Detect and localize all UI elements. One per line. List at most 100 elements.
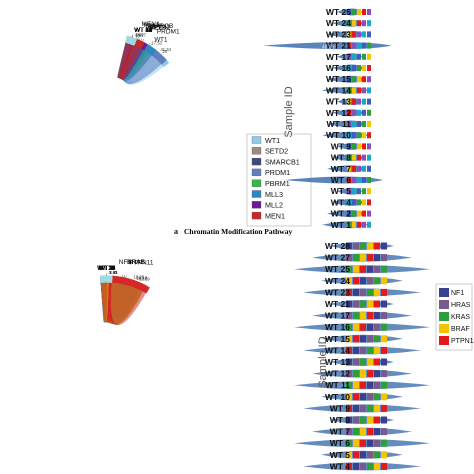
top-ridge-cell [362, 98, 366, 105]
bottom-ridge-cell [360, 428, 366, 436]
top-ridge-cell [352, 87, 356, 94]
bottom-ridge-cell [381, 312, 387, 320]
top-legend-label: PRDM1 [265, 168, 290, 177]
bottom-ridge-cell [346, 370, 352, 378]
bottom-ridge-cell [374, 381, 380, 389]
bottom-legend-swatch [439, 312, 449, 321]
top-ridge-cell [352, 177, 356, 183]
top-ridge-cell [347, 199, 351, 206]
top-ridge-cell [352, 199, 356, 206]
top-ridge-cell [367, 154, 371, 161]
bottom-ridge-cell [346, 439, 352, 447]
top-chord-segment-label: WT 13 [134, 27, 153, 34]
bottom-ridge-cell [360, 393, 366, 401]
top-ridge-row-label: WT 17 [326, 52, 351, 62]
bottom-ridge-row-label: WT 11 [325, 380, 350, 390]
top-ridge-cell [357, 210, 361, 217]
bottom-chord-segment-label: NF1 [119, 259, 132, 266]
bottom-chord-segment-label: WT 17 [97, 265, 116, 272]
bottom-ridge-cell [367, 439, 373, 447]
top-ridge-row-label: WT 2 [331, 209, 352, 219]
top-legend-label: SMARCB1 [265, 157, 300, 166]
top-chord-segment-label: WT 4 [134, 27, 149, 34]
bottom-ridge-cell [360, 346, 366, 354]
top-ridge-cell [357, 53, 361, 60]
top-legend-swatch [251, 201, 262, 209]
top-legend-label: MEN1 [265, 211, 285, 220]
top-chord-segment-label: MEN1 [142, 21, 160, 28]
bottom-ridge-cell [374, 462, 380, 470]
bottom-legend-label: BRAF [451, 326, 470, 333]
bottom-ridge-cell [353, 381, 359, 389]
bottom-ridge-cell [381, 277, 387, 285]
bottom-ridge-cell [367, 381, 373, 389]
top-ridge-row-label: WT 7 [331, 164, 352, 174]
top-ridge-cell [367, 20, 371, 27]
bottom-ridge-row-label: WT 16 [325, 322, 350, 332]
bottom-legend-label: KRAS [451, 314, 470, 321]
bottom-ridge-cell [374, 393, 380, 401]
bottom-ridge-row-label: WT 23 [325, 287, 350, 297]
top-ridge-cell [352, 9, 356, 15]
bottom-ridge-cell [353, 428, 359, 436]
bottom-ridge-cell [360, 312, 366, 320]
bottom-ridge-cell [381, 451, 387, 459]
bottom-ridge-cell [367, 393, 373, 401]
top-ridge-cell [352, 109, 356, 116]
top-ridge-cell [362, 121, 366, 127]
bottom-chord-segment-label: PTPN11 [129, 260, 153, 267]
top-chord-segment-label: WT 9 [134, 27, 149, 34]
bottom-ridge-cell [367, 277, 373, 285]
top-ridge-cell [347, 42, 351, 49]
bottom-chord-segment-label: WT 5 [99, 265, 114, 272]
bottom-ridge-cell [346, 381, 352, 389]
top-chord-segment-label: WT 17 [134, 27, 153, 34]
bottom-ridge-cell [346, 451, 352, 459]
bottom-ridge-row-label: WT 15 [325, 334, 350, 344]
top-chord-segment-label: WT 8 [134, 27, 149, 34]
top-ridge-cell [362, 42, 366, 49]
bottom-ridge-cell [360, 277, 366, 285]
bottom-ridge-row-label: WT 10 [325, 392, 350, 402]
bottom-chord-segment-label: WT 24 [97, 265, 116, 272]
top-chord-segment-label: WT 16 [134, 27, 153, 34]
top-ridge-cell [347, 143, 351, 150]
bottom-ridge-row-label: WT 21 [325, 299, 350, 309]
top-chord-link [121, 44, 138, 80]
top-legend-label: MLL3 [265, 190, 283, 199]
bottom-legend-label: PTPN11 [451, 338, 474, 345]
bottom-ridge-cell [353, 335, 359, 343]
top-chord-segment-label: MLL3 [149, 25, 166, 32]
bottom-chord-segment-label: WT 14 [97, 265, 116, 272]
bottom-ridge-cell [381, 265, 387, 273]
top-ridge-row-label: WT 1 [331, 220, 352, 230]
top-ridge-cell [367, 143, 371, 150]
bottom-ridge-cell [346, 393, 352, 401]
bottom-ridge-cell [360, 416, 366, 424]
top-ridge-band [327, 165, 367, 173]
top-chord-segment-label: PRDM1 [157, 29, 180, 36]
bottom-ridge-ylabel: Sample ID [317, 336, 329, 387]
top-legend-swatch [251, 179, 262, 187]
top-chord-segment-label: WT 25 [134, 27, 153, 34]
top-chord-segment-label: WT 2 [134, 27, 149, 34]
top-legend-label: WT1 [265, 136, 280, 145]
bottom-ridge-cell [360, 323, 366, 331]
bottom-ridge-cell [346, 277, 352, 285]
bottom-chord-segment-label: WT 16 [97, 265, 116, 272]
bottom-ridge-cell [346, 358, 352, 366]
bottom-ridge-cell [353, 393, 359, 401]
top-chord-segment-label: MLL2 [144, 22, 161, 29]
bottom-ridge-cell [374, 242, 380, 250]
bottom-chord-segments [100, 272, 150, 294]
bottom-ridge-cell [374, 428, 380, 436]
top-ridge-cell [347, 65, 351, 71]
bottom-chord-segment-label: WT 15 [97, 265, 116, 272]
bottom-ridge-row-label: WT 27 [325, 253, 350, 263]
bottom-ridge-row-label: WT 8 [330, 415, 351, 425]
bottom-ridge-cell [346, 428, 352, 436]
bottom-ridge-cell [374, 335, 380, 343]
top-chord-link [120, 44, 136, 79]
bottom-ridge-cell [381, 428, 387, 436]
top-ridge-cell [347, 9, 351, 15]
